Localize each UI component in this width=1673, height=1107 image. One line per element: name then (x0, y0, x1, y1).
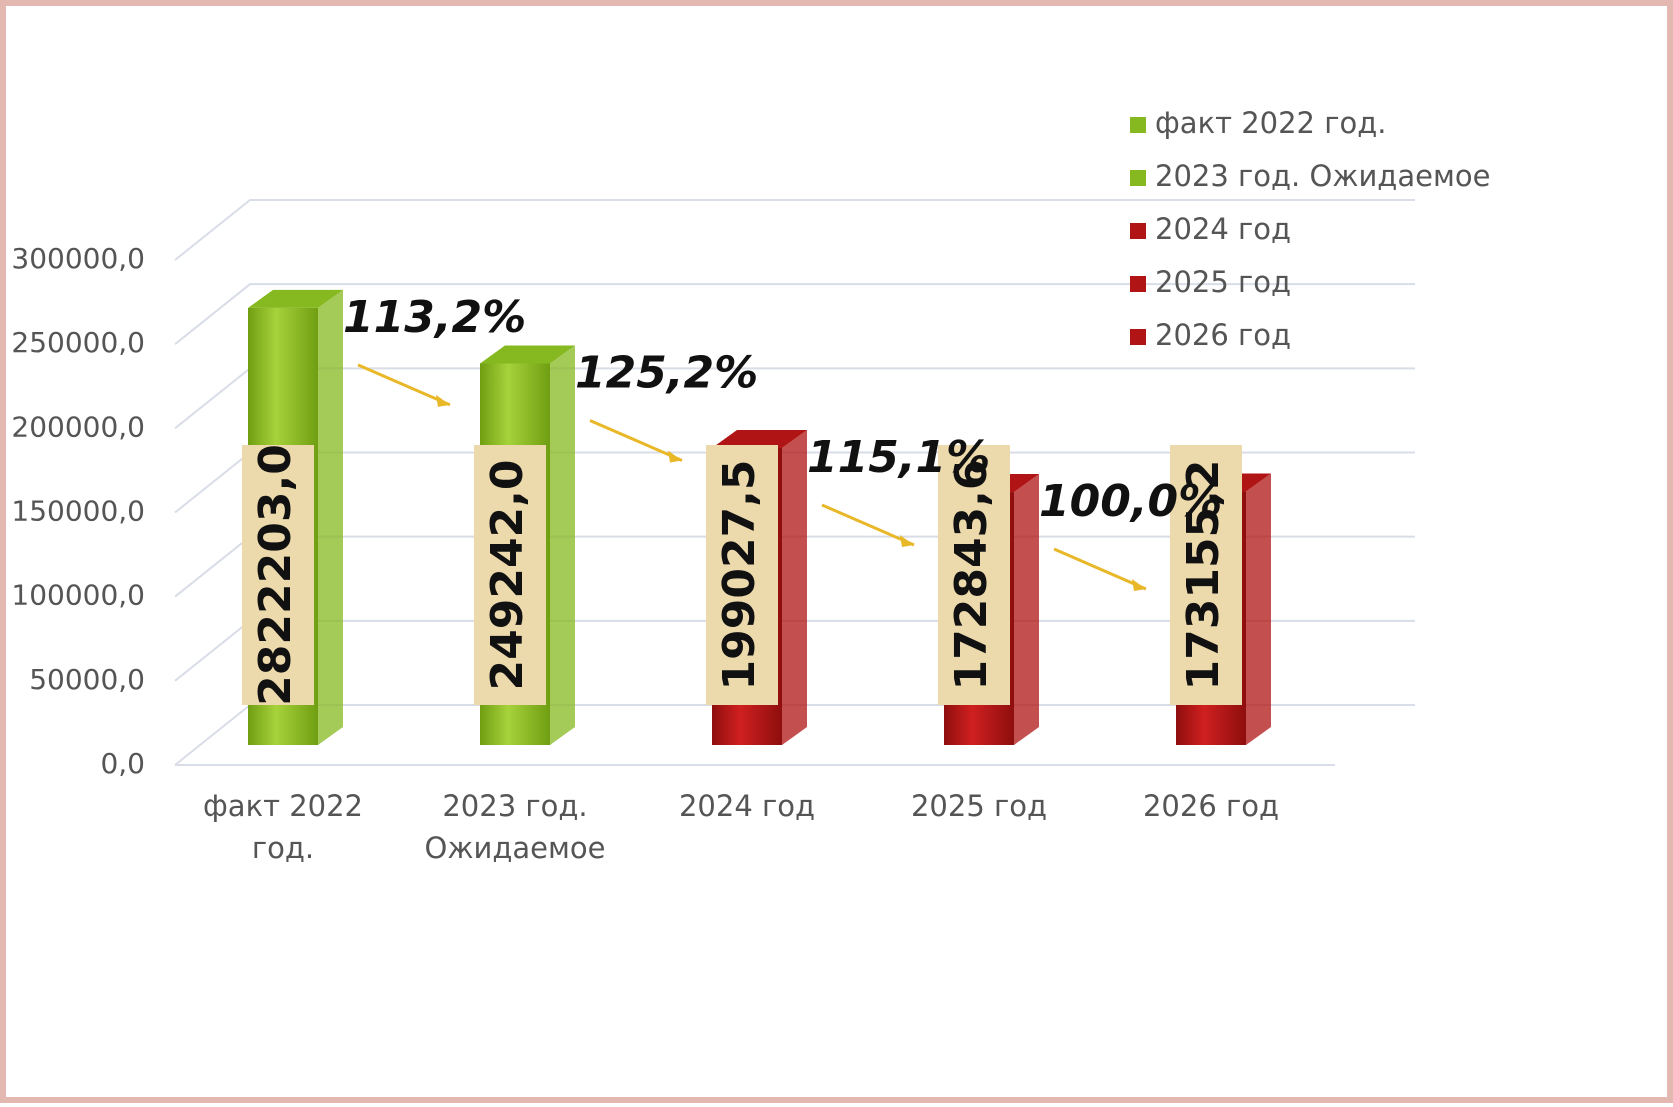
x-tick-line: 2023 год. (442, 789, 587, 823)
legend-swatch (1130, 223, 1146, 239)
legend-label: факт 2022 год. (1155, 106, 1386, 140)
value-label: 2822203,0 (250, 444, 301, 706)
x-tick-label: 2024 год (679, 789, 815, 823)
grid-line (174, 199, 1415, 261)
annotation: 115,1% (807, 432, 990, 483)
bar-top (480, 345, 575, 364)
value-label: 172843,6 (946, 459, 997, 690)
label-box (1170, 445, 1242, 705)
bar-side (1014, 474, 1039, 745)
annotation: 113,2% (343, 292, 526, 343)
arrow (1053, 547, 1147, 591)
arrow-head (1132, 579, 1146, 592)
value-label: 249242,0 (482, 459, 533, 690)
legend-label: 2026 год (1155, 318, 1291, 352)
legend-swatch (1130, 170, 1146, 186)
bar-side (318, 289, 343, 745)
bar-side (550, 345, 575, 745)
y-tick-label: 150000,0 (11, 495, 145, 528)
label-box (938, 445, 1010, 705)
y-tick-label: 50000,0 (29, 663, 145, 696)
x-tick-line: год. (252, 831, 314, 865)
grid-line (174, 283, 1415, 345)
legend-label: 2025 год (1155, 265, 1291, 299)
bar-top (712, 429, 807, 448)
bar-side (1246, 473, 1271, 745)
y-tick-label: 0,0 (100, 747, 145, 780)
legend-swatch (1130, 329, 1146, 345)
legend-swatch (1130, 117, 1146, 133)
x-tick-label: 2025 год (911, 789, 1047, 823)
label-box (474, 445, 546, 705)
x-tick-line: Ожидаемое (425, 831, 606, 865)
legend-label: 2024 год (1155, 212, 1291, 246)
label-box (706, 445, 778, 705)
annotation: 100,0% (1039, 476, 1222, 527)
arrow-head (668, 450, 682, 463)
arrow-head (900, 534, 914, 547)
annotation: 125,2% (575, 347, 758, 398)
x-tick-label: 2026 год (1143, 789, 1279, 823)
label-box (242, 445, 314, 705)
bar-top (248, 289, 343, 308)
x-tick-label: факт 2022 год. (203, 789, 363, 865)
arrow-head (436, 394, 450, 407)
x-tick-line: факт 2022 (203, 789, 363, 823)
arrow (589, 419, 683, 462)
y-tick-label: 100000,0 (11, 579, 145, 612)
value-label: 199027,5 (714, 459, 765, 690)
bar-side (782, 429, 807, 745)
y-tick-label: 250000,0 (11, 326, 145, 359)
value-label: 173155,2 (1178, 459, 1229, 690)
x-tick-label: 2023 год. Ожидаемое (425, 789, 606, 865)
legend-swatch (1130, 276, 1146, 292)
legend-label: 2023 год. Ожидаемое (1155, 159, 1490, 193)
y-tick-label: 300000,0 (11, 242, 145, 275)
arrow (357, 363, 451, 407)
arrow (821, 503, 915, 547)
y-tick-label: 200000,0 (11, 410, 145, 443)
